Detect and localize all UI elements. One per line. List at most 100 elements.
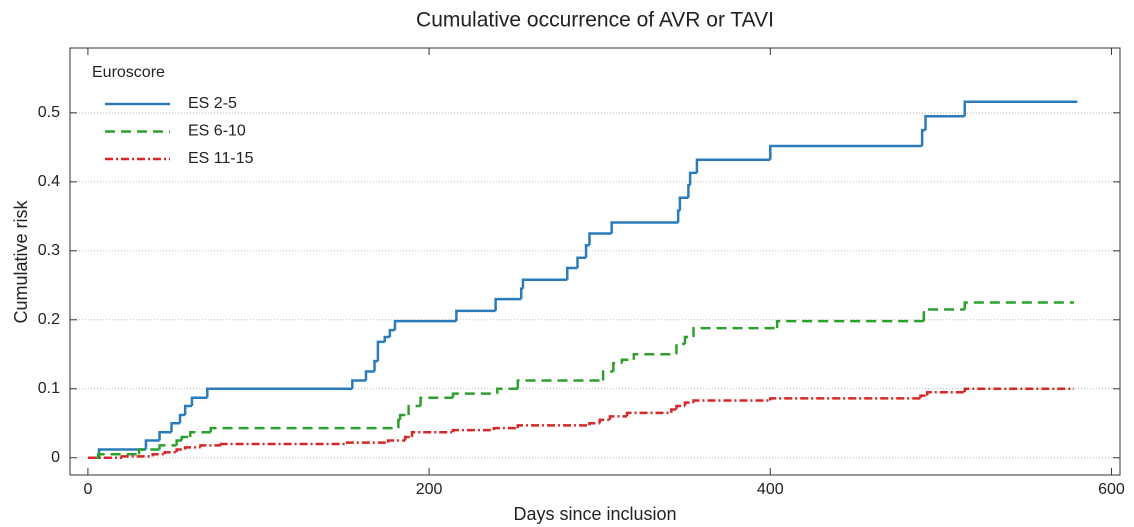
step-segment — [519, 287, 523, 300]
step-segment — [676, 209, 680, 223]
y-tick-label: 0.1 — [38, 380, 60, 397]
step-segment — [963, 301, 1074, 310]
step-segment — [397, 418, 401, 429]
chart-title: Cumulative occurrence of AVR or TAVI — [416, 9, 774, 32]
y-tick-label: 0.2 — [38, 311, 60, 328]
step-segment — [516, 379, 604, 389]
step-segment — [373, 359, 378, 372]
legend-label: ES 2-5 — [188, 95, 237, 112]
step-segment — [620, 358, 634, 364]
step-segment — [963, 387, 1074, 393]
step-segment — [588, 232, 612, 246]
step-segment — [455, 309, 496, 322]
step-segment — [183, 404, 192, 415]
step-segment — [451, 428, 494, 433]
step-segment — [364, 370, 375, 381]
step-segment — [678, 196, 689, 211]
step-segment — [393, 319, 457, 331]
step-segment — [492, 426, 518, 431]
step-segment — [521, 278, 568, 289]
step-segment — [919, 394, 928, 399]
x-axis-label: Days since inclusion — [513, 504, 676, 524]
step-segment — [610, 221, 679, 234]
step-segment — [683, 401, 694, 407]
step-segment — [692, 326, 778, 338]
x-tick-label: 600 — [1098, 481, 1125, 498]
step-segment — [925, 390, 965, 396]
step-segment — [588, 422, 600, 426]
step-segment — [769, 144, 923, 160]
step-segment — [183, 446, 201, 450]
step-segment — [398, 413, 409, 420]
x-tick-label: 0 — [83, 481, 92, 498]
step-segment — [670, 408, 677, 413]
step-segment — [178, 413, 186, 424]
step-segment — [158, 430, 172, 441]
step-segment — [383, 335, 390, 342]
step-segment — [922, 308, 965, 322]
step-segment — [151, 453, 165, 457]
legend-label: ES 11-15 — [188, 150, 254, 167]
step-segment — [376, 340, 385, 362]
step-segment — [137, 448, 160, 455]
step-segment — [180, 435, 191, 441]
step-segment — [410, 430, 453, 438]
step-segment — [386, 439, 406, 443]
step-segment — [612, 361, 622, 372]
step-segment — [206, 387, 353, 398]
step-segment — [175, 439, 182, 446]
step-segment — [775, 319, 924, 329]
step-segment — [345, 441, 389, 444]
step-segment — [170, 422, 181, 433]
step-segment — [675, 342, 685, 355]
y-axis-label: Cumulative risk — [11, 199, 31, 323]
step-segment — [209, 426, 399, 433]
step-segment — [625, 411, 672, 417]
x-tick-label: 400 — [757, 481, 784, 498]
step-segment — [419, 396, 453, 407]
step-segment — [920, 128, 926, 146]
y-tick-label: 0.4 — [38, 173, 60, 190]
step-segment — [601, 370, 614, 381]
step-segment — [494, 297, 522, 311]
step-segment — [692, 399, 771, 403]
step-segment — [688, 171, 697, 186]
legend-label: ES 6-10 — [188, 123, 246, 140]
step-segment — [675, 404, 685, 410]
step-segment — [190, 396, 208, 407]
step-segment — [407, 404, 421, 415]
step-segment — [158, 444, 177, 450]
step-segment — [608, 415, 627, 420]
step-segment — [496, 387, 518, 394]
step-segment — [388, 328, 395, 338]
step-segment — [403, 435, 413, 441]
step-segment — [687, 184, 691, 198]
x-tick-label: 200 — [416, 481, 443, 498]
y-tick-label: 0 — [51, 449, 60, 466]
step-segment — [924, 115, 965, 131]
step-segment — [189, 430, 211, 438]
step-segment — [769, 397, 921, 401]
y-tick-label: 0.5 — [38, 104, 60, 121]
step-segment — [632, 353, 677, 360]
step-segment — [695, 158, 771, 173]
plot-frame — [69, 47, 1121, 476]
step-segment — [219, 442, 348, 446]
step-segment — [566, 266, 578, 280]
step-segment — [683, 335, 694, 344]
step-segment — [120, 455, 153, 458]
step-segment — [96, 453, 140, 458]
step-segment — [516, 424, 590, 429]
step-segment — [163, 450, 177, 455]
step-segment — [963, 100, 1078, 117]
step-segment — [584, 244, 590, 258]
legend-title: Euroscore — [92, 64, 165, 81]
step-segment — [199, 444, 221, 448]
step-segment — [576, 256, 587, 269]
step-segment — [598, 418, 610, 424]
step-segment — [144, 439, 160, 450]
step-segment — [351, 379, 366, 389]
step-segment — [451, 392, 498, 398]
step-segment — [175, 448, 186, 453]
